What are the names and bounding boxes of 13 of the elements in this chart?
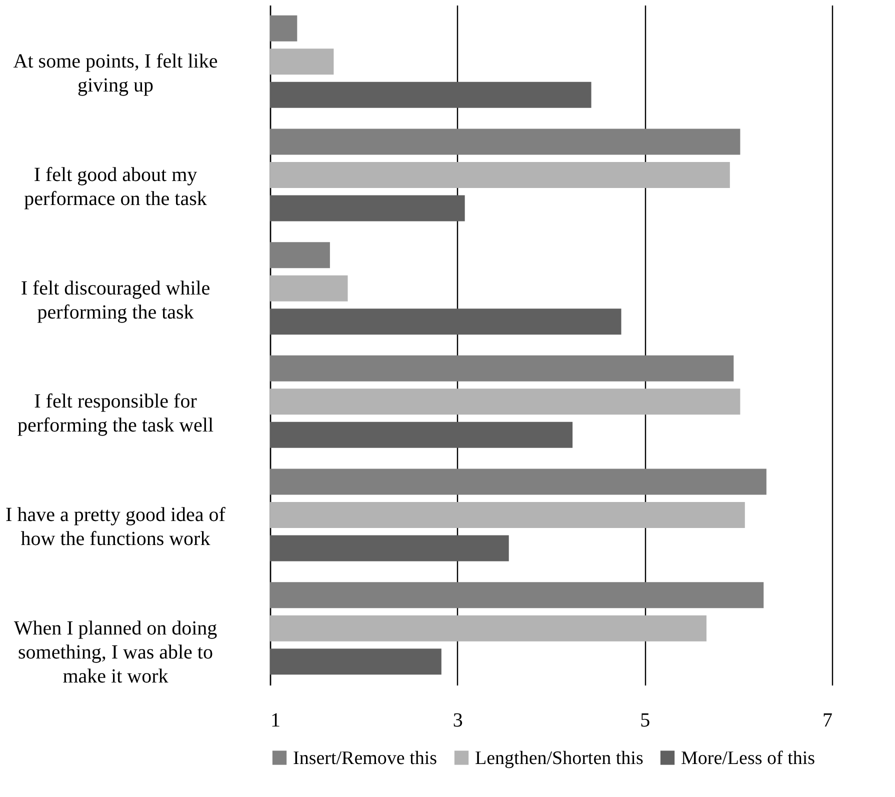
legend-label: More/Less of this: [681, 748, 816, 769]
y-tick-label: I felt discouraged while performing the task: [20, 277, 210, 324]
legend-label: Lengthen/Shorten this: [475, 748, 644, 769]
y-tick-label: When I planned on doing something, I was able to make it work: [14, 617, 218, 688]
y-tick-label: At some points, I felt like giving up: [13, 50, 218, 97]
y-tick-label: I felt good about my performace on the task: [24, 164, 207, 210]
x-tick-label: 3: [452, 710, 463, 732]
x-tick-label: 1: [270, 710, 280, 732]
x-tick-label: 5: [640, 710, 650, 732]
y-tick-label: I felt responsible for performing the task well: [17, 390, 214, 437]
legend-label: Insert/Remove this: [293, 748, 438, 769]
x-tick-label: 7: [822, 710, 832, 732]
y-tick-label: I have a pretty good idea of how the functions work: [6, 504, 226, 550]
